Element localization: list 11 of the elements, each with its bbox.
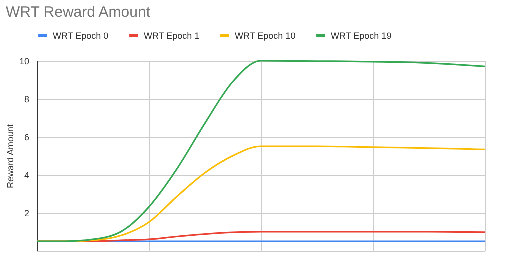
y-tick-label: 6 <box>24 132 30 142</box>
y-tick-label: 10 <box>19 56 30 66</box>
y-tick-label: 8 <box>24 94 30 104</box>
legend-label: WRT Epoch 1 <box>144 31 200 41</box>
chart-title: WRT Reward Amount <box>6 4 152 21</box>
y-tick-label: 4 <box>24 170 30 180</box>
y-axis-title: Reward Amount <box>5 124 16 189</box>
y-tick-label: 2 <box>24 208 30 218</box>
legend-label: WRT Epoch 19 <box>331 31 392 41</box>
legend-label: WRT Epoch 0 <box>53 31 109 41</box>
legend-label: WRT Epoch 10 <box>235 31 296 41</box>
